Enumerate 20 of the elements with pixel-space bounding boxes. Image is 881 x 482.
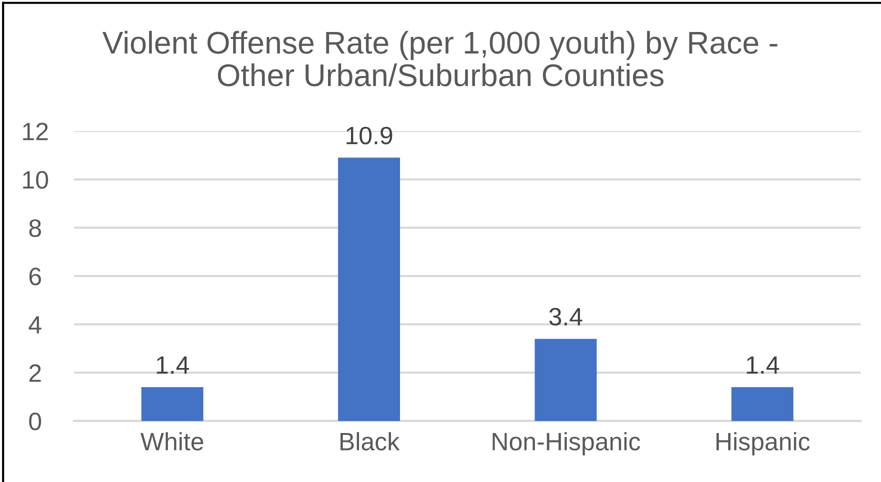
data-label: 10.9 <box>346 126 392 144</box>
y-tick-label: 10 <box>23 171 48 189</box>
y-tick-label: 8 <box>29 219 41 238</box>
x-tick-label: White <box>140 432 204 450</box>
y-tick-label: 4 <box>28 316 42 334</box>
bar <box>141 387 204 421</box>
chart-title: Violent Offense Rate (per 1,000 youth) by Race - Other Urban/Suburban Counties <box>102 30 778 86</box>
y-tick-label: 6 <box>29 268 41 286</box>
bar <box>731 387 794 421</box>
y-tick-label: 2 <box>29 364 41 382</box>
data-label: 1.4 <box>746 356 780 374</box>
x-tick-label: Black <box>340 432 400 450</box>
y-tick-label: 12 <box>23 122 48 140</box>
bar <box>338 158 400 421</box>
bar <box>534 338 597 421</box>
data-label: 3.4 <box>549 308 582 326</box>
x-tick-label: Hispanic <box>716 432 810 456</box>
x-tick-label: Non-Hispanic <box>492 432 640 456</box>
y-tick-label: 0 <box>29 412 42 430</box>
data-label: 1.4 <box>156 356 189 374</box>
